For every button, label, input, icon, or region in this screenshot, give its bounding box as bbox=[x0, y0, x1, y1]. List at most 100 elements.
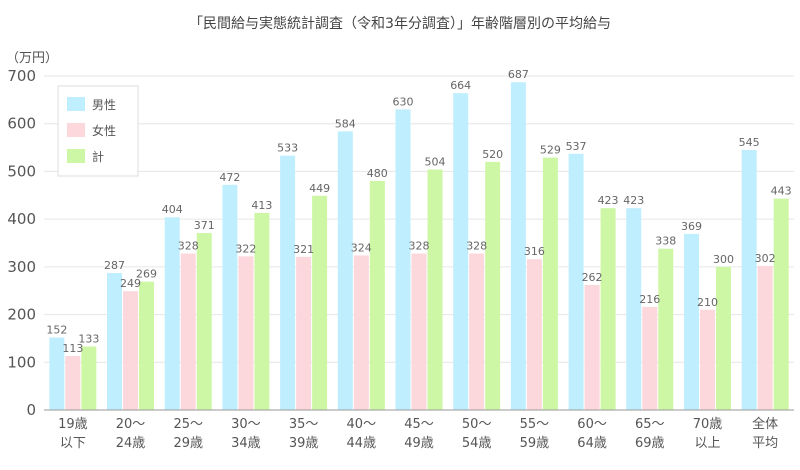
data-label: 413 bbox=[251, 199, 272, 212]
legend-entry: 男性 bbox=[92, 98, 116, 112]
bar bbox=[427, 169, 443, 410]
x-tick-label: 29歳 bbox=[173, 436, 203, 451]
bar bbox=[542, 157, 558, 410]
x-tick-label: 39歳 bbox=[289, 436, 319, 451]
data-label: 687 bbox=[508, 68, 529, 81]
x-tick-label: 54歳 bbox=[462, 436, 492, 451]
bar bbox=[395, 109, 411, 411]
data-label: 316 bbox=[524, 245, 545, 258]
data-label: 133 bbox=[78, 333, 99, 346]
legend-swatch bbox=[67, 123, 85, 137]
bar bbox=[683, 233, 699, 410]
data-label: 533 bbox=[277, 142, 298, 155]
x-tick-label: 24歳 bbox=[116, 436, 146, 451]
data-label: 664 bbox=[450, 79, 471, 92]
data-label: 423 bbox=[598, 194, 619, 207]
bar bbox=[741, 149, 757, 410]
bar bbox=[49, 337, 65, 410]
data-label: 216 bbox=[639, 293, 660, 306]
x-tick-label: 以下 bbox=[60, 436, 86, 451]
data-label: 529 bbox=[540, 144, 561, 157]
x-tick-label: 34歳 bbox=[231, 436, 261, 451]
bar bbox=[296, 256, 312, 410]
bar bbox=[65, 356, 81, 410]
data-label: 371 bbox=[194, 219, 215, 232]
y-axis-ticks: 0 100 200 300 400 500 600 700 bbox=[7, 67, 36, 419]
data-label: 322 bbox=[235, 242, 256, 255]
x-tick-label: 19歳 bbox=[58, 417, 88, 432]
bar bbox=[312, 195, 328, 410]
data-label: 338 bbox=[655, 235, 676, 248]
bar bbox=[699, 309, 715, 410]
bar bbox=[568, 153, 584, 410]
x-tick-label: 平均 bbox=[752, 436, 778, 451]
legend-entry: 計 bbox=[92, 149, 104, 164]
y-axis-unit-label: （万円） bbox=[6, 51, 58, 66]
x-tick-label: 45～ bbox=[404, 417, 434, 432]
bar bbox=[369, 180, 385, 410]
bar bbox=[81, 346, 97, 410]
bar bbox=[773, 198, 789, 410]
data-label: 152 bbox=[46, 323, 67, 336]
x-tick-label: 60～ bbox=[577, 417, 607, 432]
data-label: 249 bbox=[120, 277, 141, 290]
y-tick-label: 100 bbox=[7, 353, 36, 371]
bar bbox=[453, 93, 469, 411]
x-tick-label: 40～ bbox=[347, 417, 377, 432]
data-label: 545 bbox=[739, 136, 760, 149]
data-label: 443 bbox=[771, 185, 792, 198]
x-tick-label: 70歳 bbox=[693, 417, 723, 432]
bar bbox=[469, 253, 485, 410]
data-label: 537 bbox=[566, 140, 587, 153]
x-tick-label: 全体 bbox=[752, 416, 778, 432]
data-label: 328 bbox=[178, 239, 199, 252]
x-tick-label: 25～ bbox=[173, 417, 203, 432]
data-label: 328 bbox=[409, 239, 430, 252]
bar bbox=[411, 253, 427, 410]
data-label: 302 bbox=[755, 252, 776, 265]
data-label: 472 bbox=[219, 171, 240, 184]
data-label: 300 bbox=[713, 253, 734, 266]
x-tick-label: 20～ bbox=[116, 417, 146, 432]
x-tick-label: 64歳 bbox=[577, 436, 607, 451]
bar bbox=[642, 306, 658, 410]
y-tick-label: 300 bbox=[7, 258, 36, 276]
legend-swatch bbox=[67, 149, 85, 163]
data-label: 287 bbox=[104, 259, 125, 272]
y-tick-label: 600 bbox=[7, 115, 36, 133]
x-tick-label: 49歳 bbox=[404, 436, 434, 451]
bar bbox=[715, 266, 731, 410]
x-tick-label: 35～ bbox=[289, 417, 319, 432]
data-label: 504 bbox=[425, 156, 446, 169]
bar bbox=[280, 155, 296, 410]
data-label: 269 bbox=[136, 268, 157, 281]
data-label: 369 bbox=[681, 220, 702, 233]
bar bbox=[658, 248, 674, 410]
x-tick-label: 55～ bbox=[520, 417, 550, 432]
y-tick-label: 400 bbox=[7, 210, 36, 228]
data-label: 520 bbox=[482, 148, 503, 161]
data-label: 113 bbox=[62, 342, 83, 355]
x-tick-label: 69歳 bbox=[635, 436, 665, 451]
data-label: 449 bbox=[309, 182, 330, 195]
bar bbox=[626, 208, 642, 410]
x-tick-label: 50～ bbox=[462, 417, 492, 432]
y-tick-label: 500 bbox=[7, 162, 36, 180]
data-label: 584 bbox=[335, 117, 356, 130]
bar bbox=[139, 281, 155, 410]
data-label: 480 bbox=[367, 167, 388, 180]
data-label: 321 bbox=[293, 243, 314, 256]
data-label: 404 bbox=[162, 203, 183, 216]
data-label: 210 bbox=[697, 296, 718, 309]
bar bbox=[353, 255, 369, 410]
bar bbox=[584, 284, 600, 410]
y-tick-label: 200 bbox=[7, 306, 36, 324]
bar bbox=[196, 232, 212, 410]
x-tick-label: 以上 bbox=[694, 436, 720, 451]
bar bbox=[254, 212, 270, 410]
bar bbox=[123, 291, 139, 410]
bars bbox=[49, 82, 789, 411]
